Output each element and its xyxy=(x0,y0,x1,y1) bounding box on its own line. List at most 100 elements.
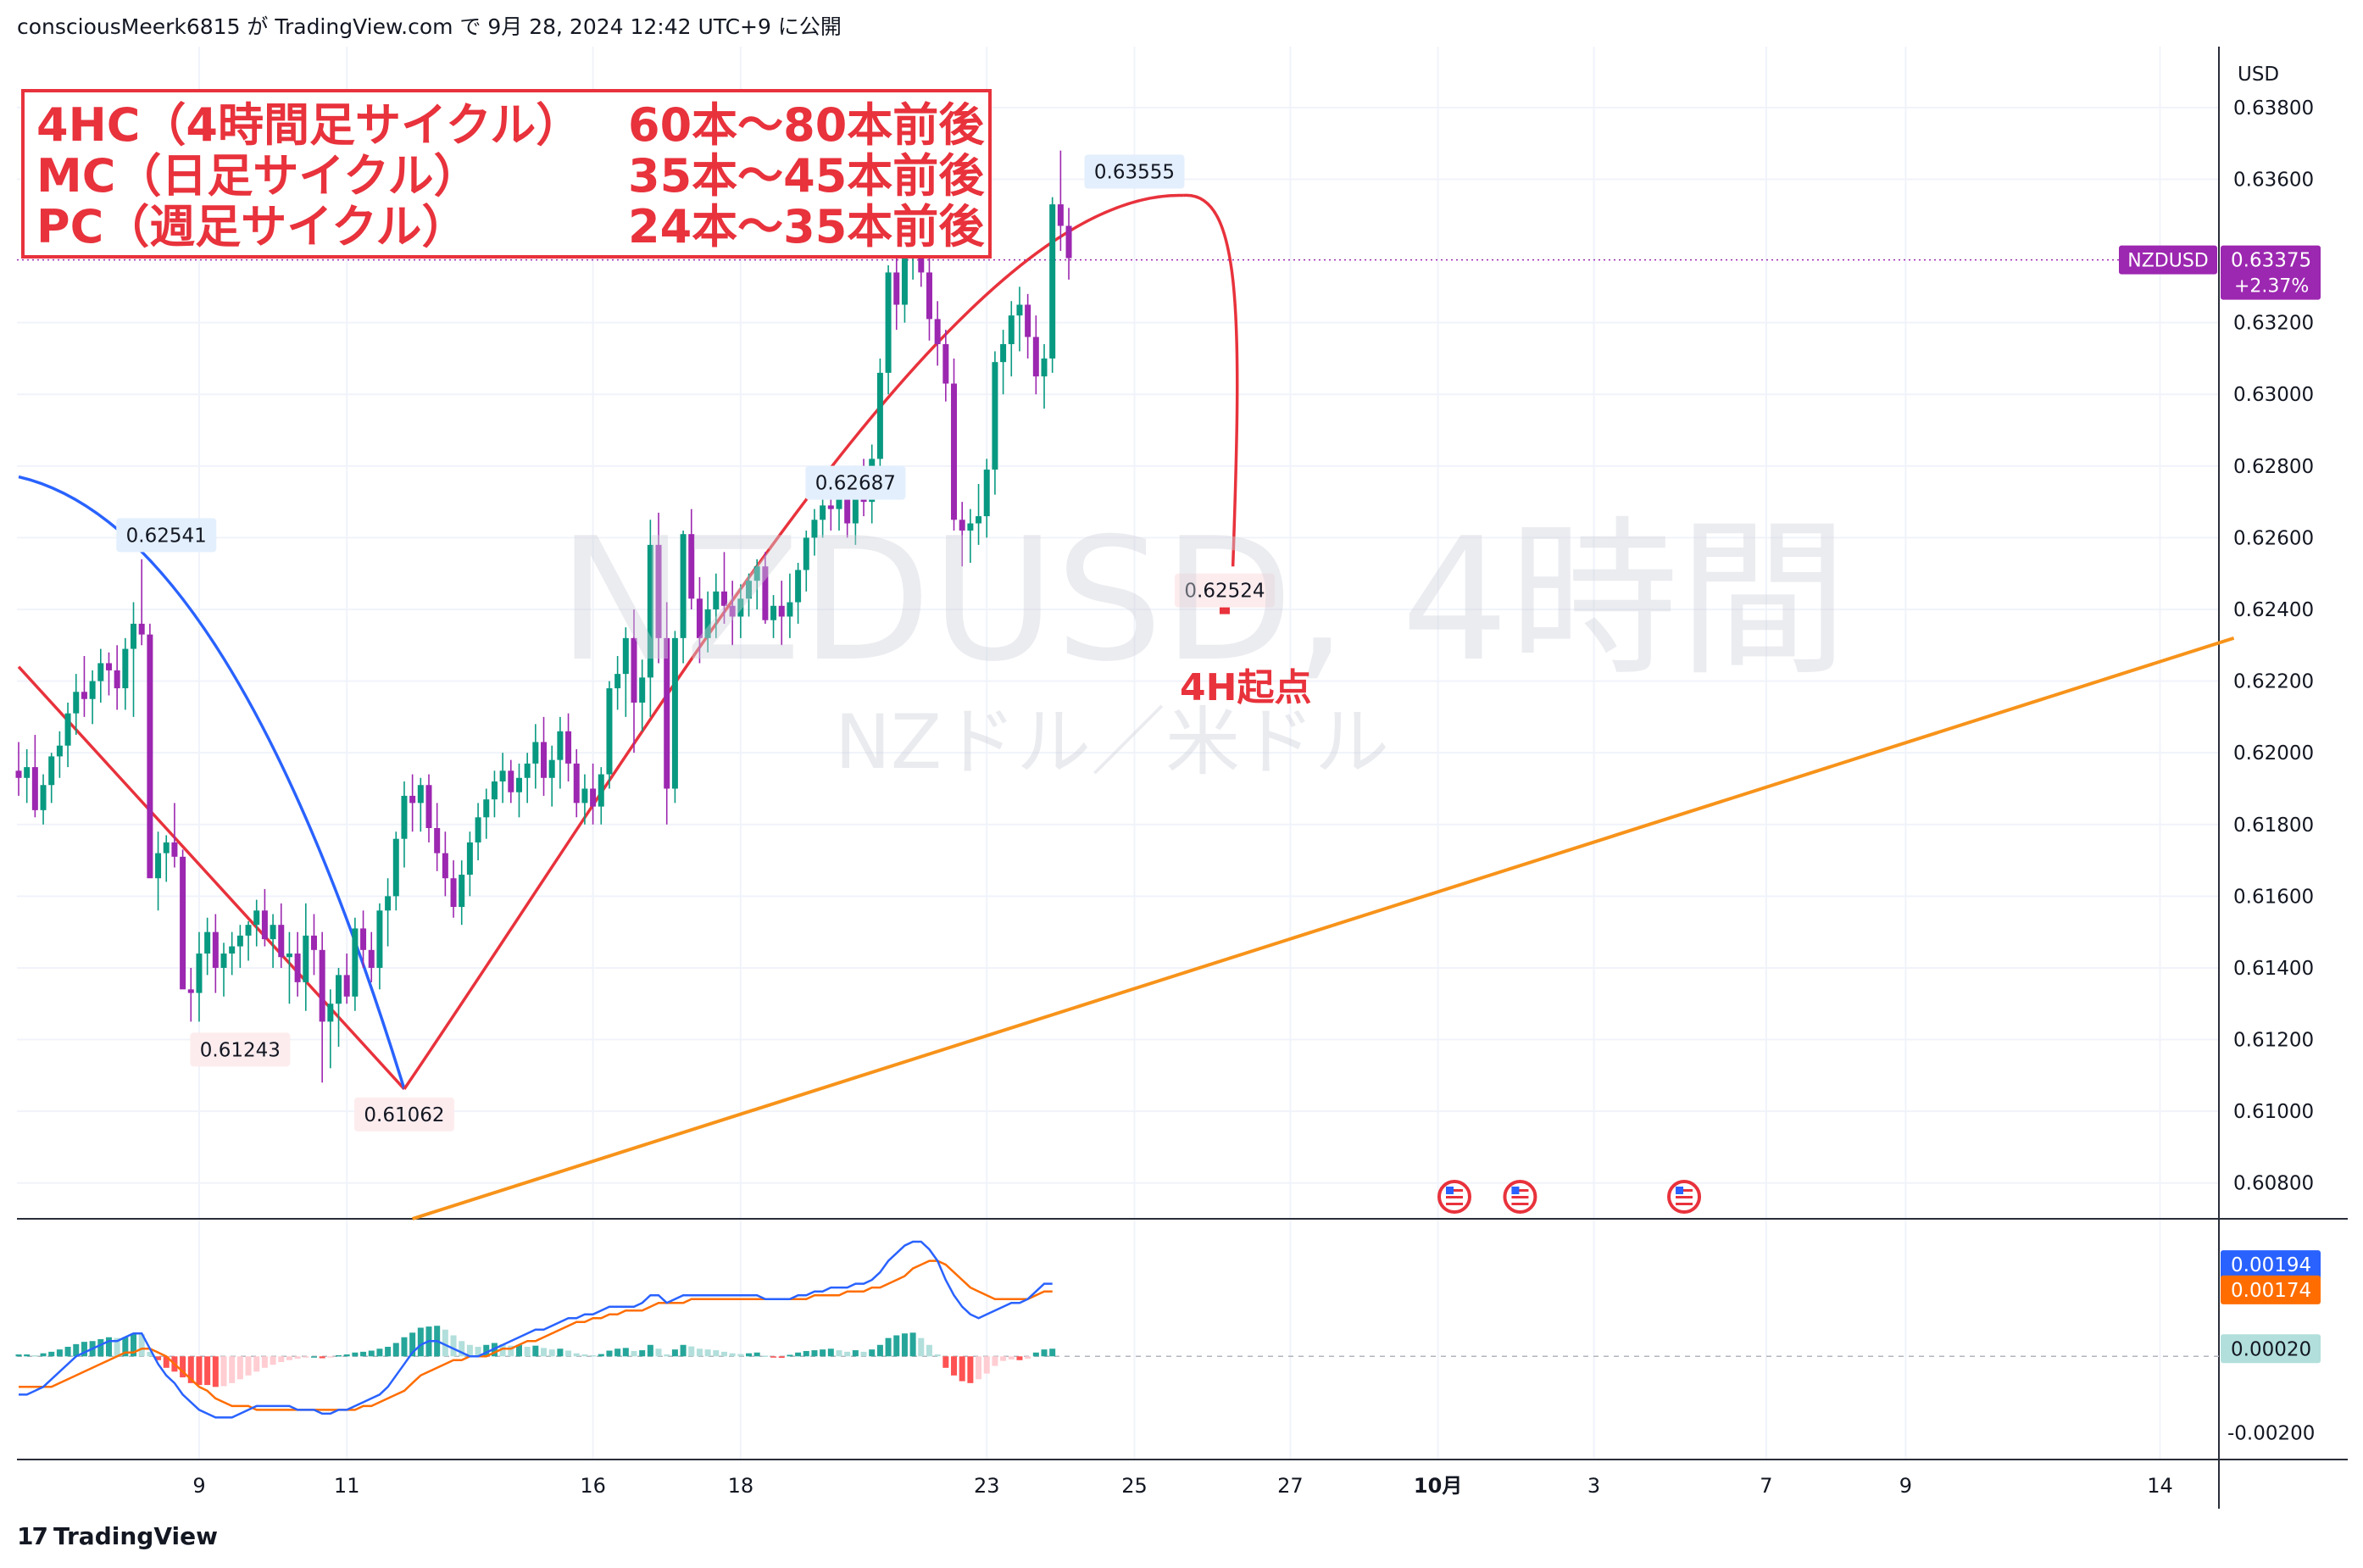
macd-histogram-bar xyxy=(73,1343,80,1357)
macd-histogram-bar xyxy=(770,1356,777,1358)
candle-body xyxy=(56,745,63,757)
candle-body xyxy=(992,362,998,470)
candle-body xyxy=(639,677,646,703)
candle-body xyxy=(737,598,744,617)
candle-body xyxy=(926,272,932,320)
candle-body xyxy=(392,838,399,897)
macd-histogram-bar xyxy=(671,1349,678,1357)
macd-histogram-bar xyxy=(442,1329,448,1357)
macd-histogram-bar xyxy=(778,1356,785,1359)
macd-histogram-bar xyxy=(24,1354,31,1357)
price-label-bg xyxy=(116,518,217,553)
macd-histogram-bar xyxy=(261,1356,268,1368)
us-flag-event-icon xyxy=(1676,1203,1693,1205)
us-flag-event-icon xyxy=(1511,1189,1529,1192)
candle-body xyxy=(753,566,760,581)
candle-body xyxy=(622,637,629,675)
price-label: 0.61243 xyxy=(200,1039,281,1061)
macd-histogram-bar xyxy=(56,1349,63,1357)
macd-histogram-bar xyxy=(631,1350,637,1357)
candle-body xyxy=(253,910,260,926)
macd-histogram-bar xyxy=(319,1356,325,1359)
time-tick-label: 27 xyxy=(1277,1474,1304,1498)
candle-body xyxy=(680,534,687,638)
time-tick-label: 23 xyxy=(974,1474,1000,1498)
candle-body xyxy=(401,795,408,839)
candle-body xyxy=(187,989,194,993)
last-price-tag-bg xyxy=(2221,245,2321,300)
macd-histogram-bar xyxy=(655,1348,662,1357)
signal-value-tag: 0.00174 xyxy=(2231,1280,2311,1302)
time-tick-label: 11 xyxy=(334,1474,360,1498)
candle-body xyxy=(294,954,301,982)
macd-histogram-bar xyxy=(787,1354,793,1357)
time-axis[interactable]: 9 11 16 18 23 25 27 10月 3 7 9 14 xyxy=(192,1474,2172,1498)
candle-body xyxy=(212,931,219,968)
symbol-watermark: NZDUSD, 4時間 xyxy=(558,502,1849,699)
price-label-bg xyxy=(1084,154,1185,189)
candle-body xyxy=(261,910,268,940)
candle-body xyxy=(327,1004,334,1022)
macd-histogram-bar xyxy=(245,1356,252,1376)
candle-body xyxy=(40,785,47,810)
price-tick-label: 0.61800 xyxy=(2233,815,2314,837)
histogram-value-tag-bg xyxy=(2221,1334,2321,1364)
macd-histogram-bar xyxy=(163,1356,170,1368)
candle-body xyxy=(762,566,769,620)
candle-body xyxy=(336,975,342,1004)
candle-body xyxy=(565,731,572,764)
candle-body xyxy=(688,534,695,599)
macd-histogram-bar xyxy=(901,1333,908,1357)
candle-body xyxy=(220,954,227,968)
candle-body xyxy=(934,319,941,345)
price-tick-label: 0.63800 xyxy=(2233,97,2314,120)
macd-histogram-bar xyxy=(934,1354,941,1357)
macd-histogram-bar xyxy=(48,1351,55,1357)
time-tick-label: 14 xyxy=(2147,1474,2173,1498)
time-tick-label: 9 xyxy=(1899,1474,1912,1498)
candle-body xyxy=(270,925,276,940)
macd-histogram-bar xyxy=(147,1351,153,1357)
candle-body xyxy=(1032,336,1039,377)
macd-histogram-bar xyxy=(401,1337,408,1357)
candle-body xyxy=(286,954,292,958)
candle-body xyxy=(459,874,465,908)
macd-histogram-bar xyxy=(606,1350,613,1357)
macd-histogram-bar xyxy=(827,1348,834,1357)
macd-histogram-bar xyxy=(131,1333,137,1357)
price-tick-label: 0.63000 xyxy=(2233,384,2314,406)
candle-body xyxy=(606,688,613,775)
macd-histogram-bar xyxy=(590,1354,597,1357)
candle-body xyxy=(729,605,736,617)
price-tick-label: 0.62000 xyxy=(2233,742,2314,765)
macd-histogram-bar xyxy=(720,1351,727,1357)
candle-body xyxy=(893,272,900,305)
candle-body xyxy=(1049,204,1056,359)
macd-histogram-bar xyxy=(368,1350,375,1357)
candle-body xyxy=(180,856,186,990)
macd-histogram-bar xyxy=(376,1348,383,1357)
macd-histogram-bar xyxy=(926,1344,932,1357)
us-flag-event-icon xyxy=(1446,1187,1454,1194)
macd-histogram-bar xyxy=(40,1353,47,1357)
macd-histogram-bar xyxy=(664,1354,670,1357)
price-tick-label: 0.62400 xyxy=(2233,599,2314,621)
candle-body xyxy=(105,663,112,670)
candle-body xyxy=(163,842,170,854)
candle-body xyxy=(820,505,826,520)
candle-body xyxy=(1057,204,1064,226)
us-flag-event-icon xyxy=(1511,1187,1520,1194)
macd-histogram-bar xyxy=(729,1353,736,1357)
symbol-tag-bg xyxy=(2119,245,2217,275)
price-axis[interactable]: 0.60800 0.61000 0.61200 0.61400 0.61600 0.618… xyxy=(2119,64,2321,1444)
candle-body xyxy=(97,663,104,681)
macd-histogram-bar xyxy=(31,1354,38,1357)
macd-histogram-bar xyxy=(803,1350,809,1357)
macd-histogram-bar xyxy=(688,1346,695,1357)
candle-body xyxy=(548,759,555,778)
tradingview-logo[interactable]: 17 TradingView xyxy=(17,1522,218,1550)
candle-body xyxy=(15,770,22,778)
macd-histogram-bar xyxy=(811,1350,818,1357)
time-tick-label: 10月 xyxy=(1414,1474,1462,1498)
price-label: 0.62541 xyxy=(126,525,207,547)
